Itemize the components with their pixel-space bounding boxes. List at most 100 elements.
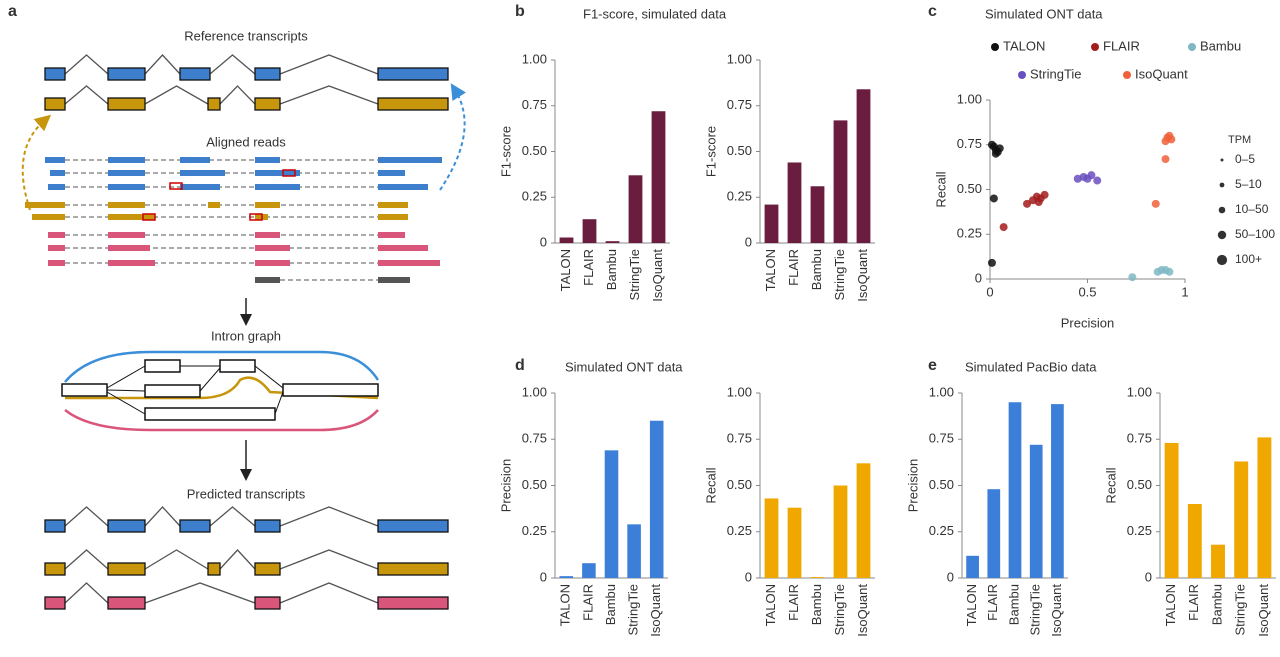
y-tick-label: 0.75 [957, 136, 982, 151]
bar [605, 241, 620, 243]
intron [144, 506, 181, 527]
exon [254, 67, 281, 81]
chart-title: F1-score, simulated data [583, 6, 727, 21]
point [1034, 198, 1043, 207]
y-tick-label: 1.00 [727, 384, 752, 399]
x-tick-label: IsoQuant [1049, 584, 1064, 637]
legend-label: FLAIR [1103, 38, 1140, 53]
exon [107, 519, 146, 533]
y-tick-label: 0.25 [1127, 523, 1152, 538]
point [1093, 176, 1102, 185]
intron [279, 85, 379, 105]
read [108, 214, 155, 220]
point [1165, 267, 1174, 276]
read [45, 157, 65, 163]
y-axis-label: Precision [905, 459, 920, 512]
read [32, 214, 65, 220]
x-tick-label: Bambu [809, 249, 824, 290]
y-axis-label: Recall [933, 171, 948, 207]
read [255, 202, 280, 208]
exon [254, 596, 281, 610]
y-tick-label: 0.25 [727, 189, 752, 204]
exon [107, 67, 146, 81]
size-legend-title: TPM [1228, 134, 1251, 146]
x-tick-label: TALON [763, 584, 778, 626]
y-tick-label: 0 [540, 569, 547, 584]
x-tick-label: 0.5 [1078, 284, 1096, 299]
y-axis-label: Precision [498, 459, 513, 512]
read [108, 260, 155, 266]
x-tick-label: FLAIR [1186, 584, 1201, 621]
chart-title: Simulated ONT data [565, 359, 683, 374]
read [378, 157, 442, 163]
y-tick-label: 0.50 [1127, 477, 1152, 492]
y-tick-label: 0 [975, 270, 982, 285]
exon [107, 596, 146, 610]
read [108, 157, 145, 163]
x-tick-label: StringTie [1233, 584, 1248, 636]
bar [856, 463, 871, 578]
x-tick-label: FLAIR [786, 584, 801, 621]
size-legend-marker [1218, 206, 1226, 214]
diagram-label: Intron graph [211, 328, 281, 343]
y-tick-label: 0 [1145, 569, 1152, 584]
y-tick-label: 0.25 [929, 523, 954, 538]
bar [627, 524, 641, 578]
chart-title: Simulated PacBio data [965, 359, 1097, 374]
point [1083, 174, 1092, 183]
mismatch [169, 182, 183, 190]
bar [604, 450, 619, 578]
exon [107, 97, 146, 111]
size-legend-label: 10–50 [1235, 202, 1269, 216]
bar [1211, 544, 1225, 578]
bar [628, 175, 643, 243]
read [50, 170, 65, 176]
point [989, 194, 998, 203]
arrow [21, 114, 52, 211]
y-axis-label: Recall [703, 467, 718, 503]
x-tick-label: TALON [558, 249, 573, 291]
diagram-label: Aligned reads [206, 134, 286, 149]
bar [559, 237, 574, 243]
y-tick-label: 1.00 [957, 91, 982, 106]
y-tick-label: 0 [745, 569, 752, 584]
exon [377, 596, 449, 610]
read [180, 184, 220, 190]
panel-letter: e [928, 357, 937, 374]
read [48, 184, 65, 190]
read [108, 202, 145, 208]
exon [377, 97, 449, 111]
bar [764, 204, 779, 243]
size-legend-marker [1220, 158, 1224, 162]
intron [219, 549, 256, 570]
bar [810, 186, 825, 243]
intron [144, 85, 209, 105]
read [378, 214, 408, 220]
y-axis-label: F1-score [498, 126, 513, 177]
x-tick-label: 1 [1181, 284, 1188, 299]
bar [966, 555, 979, 578]
intron [219, 85, 256, 105]
bar [1029, 444, 1043, 578]
y-tick-label: 0.25 [957, 226, 982, 241]
size-legend-label: 0–5 [1235, 152, 1255, 166]
read [208, 202, 220, 208]
size-legend-label: 50–100 [1235, 227, 1275, 241]
intron [144, 54, 181, 75]
point [1167, 135, 1176, 144]
size-legend-label: 5–10 [1235, 177, 1262, 191]
y-tick-label: 0 [947, 569, 954, 584]
y-tick-label: 0.75 [929, 431, 954, 446]
y-axis-label: Recall [1103, 467, 1118, 503]
mismatch [282, 169, 296, 177]
y-tick-label: 0.50 [522, 143, 547, 158]
x-tick-label: FLAIR [581, 249, 596, 286]
y-tick-label: 0.25 [522, 189, 547, 204]
read [108, 184, 145, 190]
arrow [439, 83, 467, 191]
read [255, 245, 290, 251]
legend-label: Bambu [1200, 38, 1241, 53]
intron [64, 85, 109, 105]
x-tick-label: Bambu [604, 249, 619, 290]
y-tick-label: 0.75 [1127, 431, 1152, 446]
